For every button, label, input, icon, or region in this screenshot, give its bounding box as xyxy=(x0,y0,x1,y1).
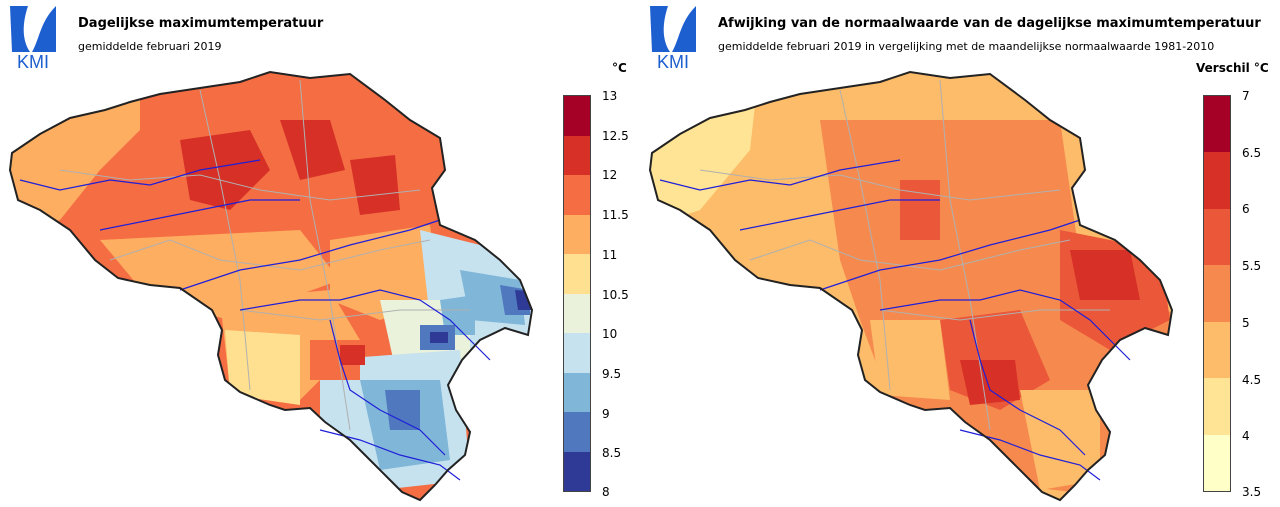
logo-text: KMI xyxy=(657,52,689,72)
legend-unit: °C xyxy=(612,61,627,75)
legend-tick: 6.5 xyxy=(1242,145,1262,160)
legend-bin xyxy=(564,254,590,294)
legend-tick: 12 xyxy=(602,168,618,183)
legend-tick: 4.5 xyxy=(1242,372,1262,387)
map-subtitle: gemiddelde februari 2019 xyxy=(78,40,222,53)
legend-tick: 6 xyxy=(1242,202,1250,217)
legend-tick: 10 xyxy=(602,327,618,342)
legend-bin xyxy=(1204,96,1230,153)
legend-bin xyxy=(564,175,590,215)
legend-bin xyxy=(1204,208,1230,266)
panel-temperature-anomaly: KMI Afwijking van de normaalwaarde van d… xyxy=(640,0,1280,507)
belgium-temperature-map xyxy=(9,71,533,501)
legend-bin xyxy=(564,293,590,333)
legend-tick: 9 xyxy=(602,406,610,421)
legend-bin xyxy=(564,333,590,373)
legend-bin xyxy=(564,451,590,491)
legend-tick: 9.5 xyxy=(602,366,622,381)
legend-bin xyxy=(564,96,590,136)
legend-bin xyxy=(1204,265,1230,322)
legend-tick: 13 xyxy=(602,89,618,103)
legend-tick: 11 xyxy=(602,247,618,262)
panel-max-temperature: KMI Dagelijkse maximumtemperatuur gemidd… xyxy=(9,6,629,501)
legend-bin xyxy=(1204,378,1230,435)
kmi-logo-icon: KMI xyxy=(10,6,56,72)
legend-bin xyxy=(564,372,590,412)
legend-bin xyxy=(1204,321,1230,379)
map-title: Dagelijkse maximumtemperatuur xyxy=(78,16,324,31)
map-subtitle: gemiddelde februari 2019 in vergelijking… xyxy=(718,40,1215,53)
belgium-anomaly-map xyxy=(649,71,1173,501)
legend-unit: Verschil °C xyxy=(1196,61,1269,75)
logo-text: KMI xyxy=(17,52,49,72)
legend-tick: 5.5 xyxy=(1242,259,1262,274)
legend-bin xyxy=(1204,152,1230,209)
color-legend xyxy=(1203,95,1231,492)
legend-tick: 12.5 xyxy=(602,128,629,143)
map-title: Afwijking van de normaalwaarde van de da… xyxy=(718,16,1261,31)
legend-bin xyxy=(564,214,590,254)
legend-bin xyxy=(564,412,590,452)
legend-tick: 8 xyxy=(602,485,610,499)
legend-tick: 5 xyxy=(1242,315,1250,330)
legend-tick: 8.5 xyxy=(602,446,622,461)
legend-bin xyxy=(1204,434,1230,491)
legend-bin xyxy=(564,135,590,175)
legend-tick: 11.5 xyxy=(602,208,629,223)
legend-tick: 10.5 xyxy=(602,287,629,302)
legend-tick: 7 xyxy=(1242,89,1250,103)
color-legend xyxy=(563,95,591,492)
legend-tick: 3.5 xyxy=(1242,485,1262,499)
legend-tick: 4 xyxy=(1242,429,1250,444)
kmi-logo-icon: KMI xyxy=(650,6,696,72)
